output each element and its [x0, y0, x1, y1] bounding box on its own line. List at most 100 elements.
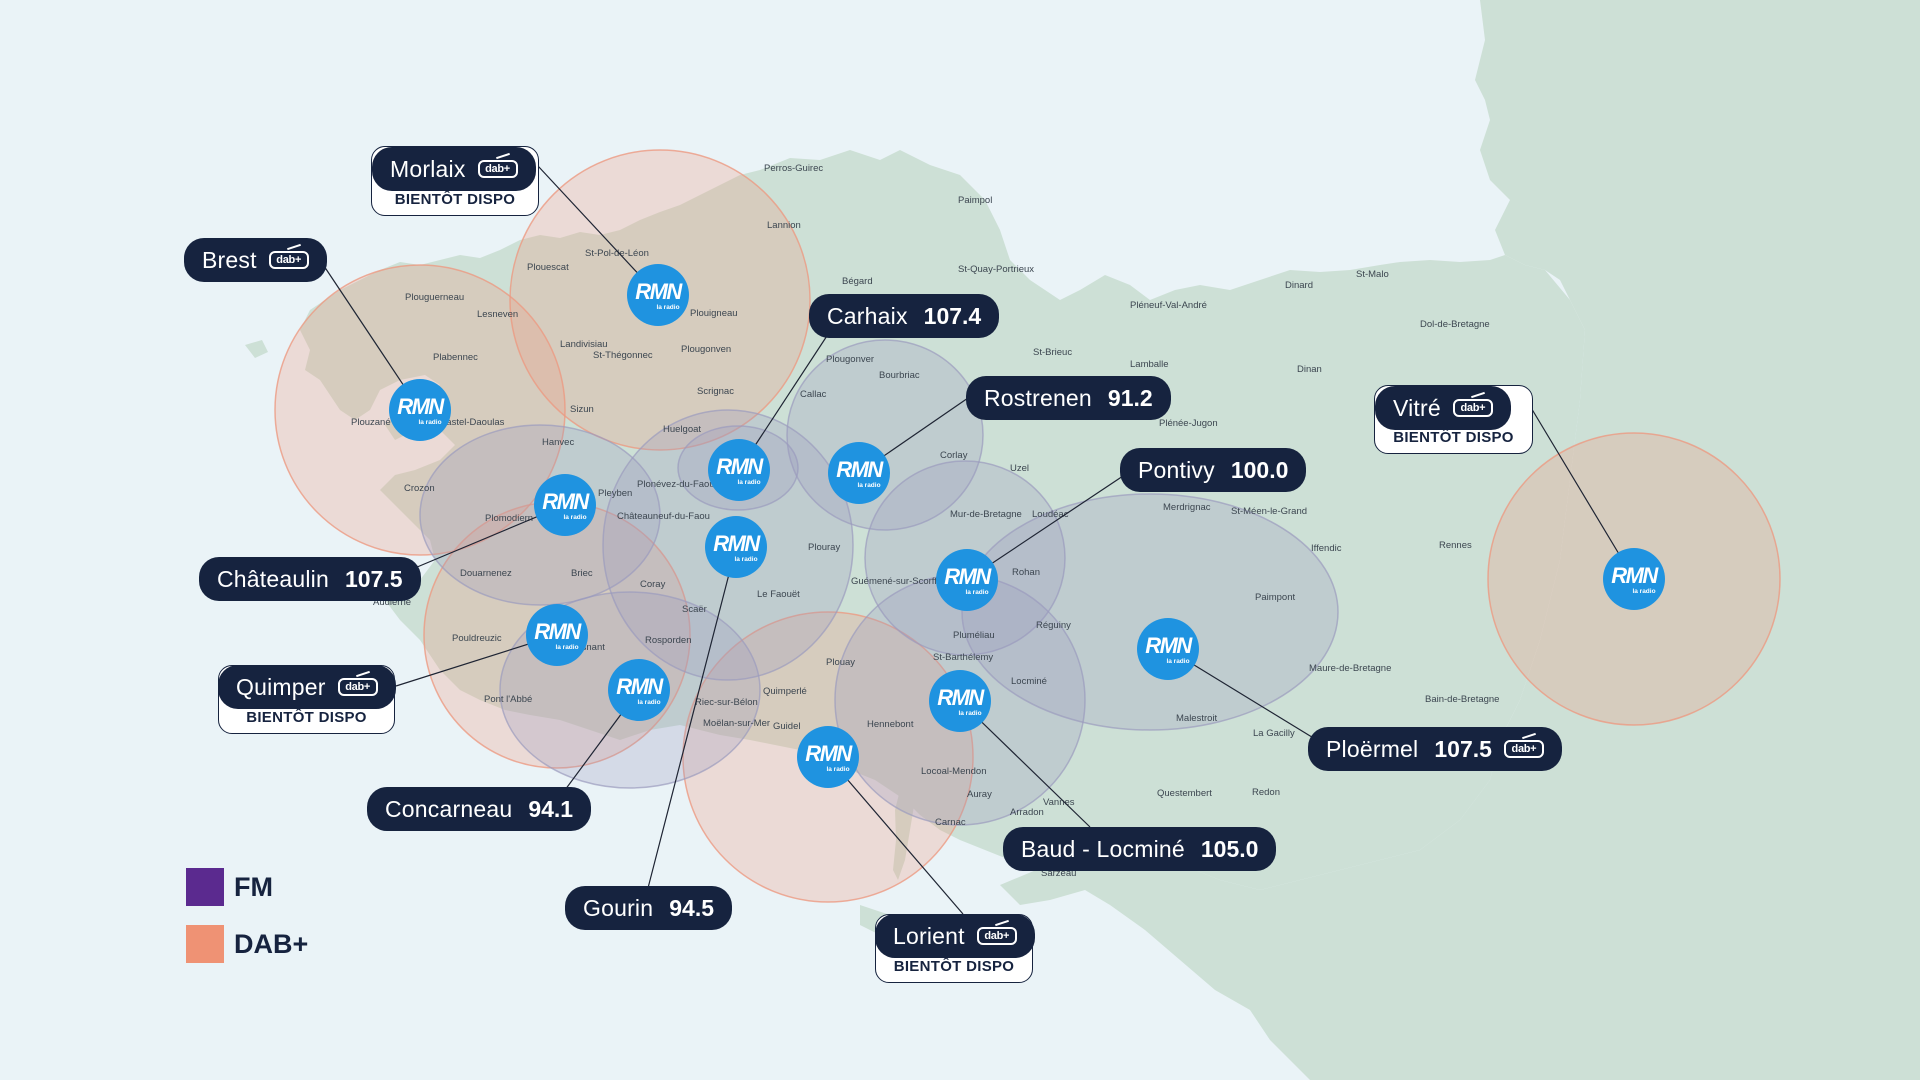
dab-label: DAB+ [234, 928, 309, 959]
town-label: Uzel [1010, 463, 1029, 474]
town-label: Plouay [826, 657, 855, 668]
town-label: La Gacilly [1253, 728, 1295, 739]
station-pill-ploermel[interactable]: Ploërmel 107.5 dab+ [1308, 727, 1562, 771]
svg-text:RMN: RMN [944, 564, 992, 589]
town-label: Pleyben [598, 488, 632, 499]
ouessant-island [245, 340, 268, 358]
svg-text:la radio: la radio [965, 589, 988, 596]
town-label: Quimperlé [763, 686, 807, 697]
svg-text:RMN: RMN [716, 454, 764, 479]
town-label: St-Barthélemy [933, 652, 993, 663]
station-pill-carhaix[interactable]: Carhaix 107.4 [809, 294, 1000, 338]
town-label: Callac [800, 389, 827, 400]
svg-text:la radio: la radio [1166, 658, 1189, 665]
town-label: Guidel [773, 721, 800, 732]
town-label: Perros-Guirec [764, 163, 823, 174]
legend-fm: FM [186, 868, 273, 906]
station-name: Brest [202, 246, 257, 273]
svg-text:la radio: la radio [555, 644, 578, 651]
town-label: Questembert [1157, 788, 1212, 799]
station-pill-pontivy[interactable]: Pontivy 100.0 [1120, 448, 1307, 492]
town-label: Mur-de-Bretagne [950, 509, 1022, 520]
town-label: Plougonven [681, 344, 731, 355]
town-label: Dinard [1285, 280, 1313, 291]
legend-dab: DAB+ [186, 925, 308, 963]
town-labels: Perros-Guirec Paimpol Lannion St-Pol-de-Léo… [351, 163, 1499, 933]
status-badge: BIENTÔT DISPO [394, 191, 516, 208]
fm-zone-ploermel [961, 493, 1339, 731]
town-label: Dinan [1297, 364, 1322, 375]
station-pill-vitre[interactable]: Vitré dab+ [1375, 386, 1511, 430]
svg-text:RMN: RMN [713, 531, 761, 556]
station-pill-brest[interactable]: Brest dab+ [184, 238, 327, 282]
town-label: Scrignac [697, 386, 734, 397]
town-label: Douarnenez [460, 568, 512, 579]
town-label: Arradon [1010, 807, 1044, 818]
town-label: Coray [640, 579, 666, 590]
town-label: Riec-sur-Bélon [695, 697, 758, 708]
town-label: Plabennec [433, 352, 478, 363]
station-pill-concarneau[interactable]: Concarneau 94.1 [367, 787, 592, 831]
svg-text:la radio: la radio [418, 419, 441, 426]
town-label: Pléneuf-Val-André [1130, 300, 1207, 311]
town-label: Redon [1252, 787, 1280, 798]
station-pill-quimper[interactable]: Quimper dab+ [218, 665, 396, 709]
svg-text:la radio: la radio [656, 304, 679, 311]
station-frequency: 107.5 [1434, 735, 1492, 762]
svg-text:RMN: RMN [616, 674, 664, 699]
town-label: Sarzeau [1041, 868, 1076, 879]
leader-line-vitre [1529, 405, 1635, 580]
town-label: Plouigneau [690, 308, 738, 319]
station-pill-rostrenen[interactable]: Rostrenen 91.2 [966, 376, 1171, 420]
town-label: Crozon [404, 483, 435, 494]
station-pill-chateaulin[interactable]: Châteaulin 107.5 [199, 557, 421, 601]
leader-line-pontivy [966, 469, 1133, 581]
station-pill-baud[interactable]: Baud - Locminé 105.0 [1003, 827, 1277, 871]
station-name: Quimper [236, 673, 326, 700]
quiberon-peninsula [893, 790, 915, 880]
dab-radio-icon: dab+ [268, 251, 309, 269]
station-pill-lorient[interactable]: Lorient dab+ [875, 914, 1035, 958]
leader-line-gourin [647, 546, 737, 889]
town-label: Guémené-sur-Scorff [851, 576, 937, 587]
town-label: St-Quay-Portrieux [958, 264, 1034, 275]
town-label: Locminé [1011, 676, 1047, 687]
town-label: Merdrignac [1163, 502, 1211, 513]
town-label: Plouzané [351, 417, 391, 428]
station-pill-morlaix[interactable]: Morlaix dab+ [372, 147, 536, 191]
town-label: Châteauneuf-du-Faou [617, 511, 710, 522]
town-label: Sizun [570, 404, 594, 415]
dab-radio-icon: dab+ [477, 160, 518, 178]
town-label: Loudéac [1032, 509, 1069, 520]
station-name: Baud - Locminé [1021, 835, 1185, 862]
town-label: Plonévez-du-Faou [637, 479, 715, 490]
svg-text:la radio: la radio [637, 699, 660, 706]
town-label: Lamballe [1130, 359, 1169, 370]
town-label: Hennebont [867, 719, 914, 730]
status-badge: BIENTÔT DISPO [893, 958, 1015, 975]
town-label: Réguiny [1036, 620, 1071, 631]
town-label: Paimpol [958, 195, 992, 206]
dab-radio-icon: dab+ [1452, 399, 1493, 417]
station-pill-gourin[interactable]: Gourin 94.5 [565, 886, 732, 930]
town-label: St-Brieuc [1033, 347, 1072, 358]
town-label: Lesneven [477, 309, 518, 320]
station-name: Lorient [893, 922, 965, 949]
leader-line-lorient [827, 756, 964, 915]
town-label: Bourbriac [879, 370, 920, 381]
svg-text:RMN: RMN [836, 457, 884, 482]
